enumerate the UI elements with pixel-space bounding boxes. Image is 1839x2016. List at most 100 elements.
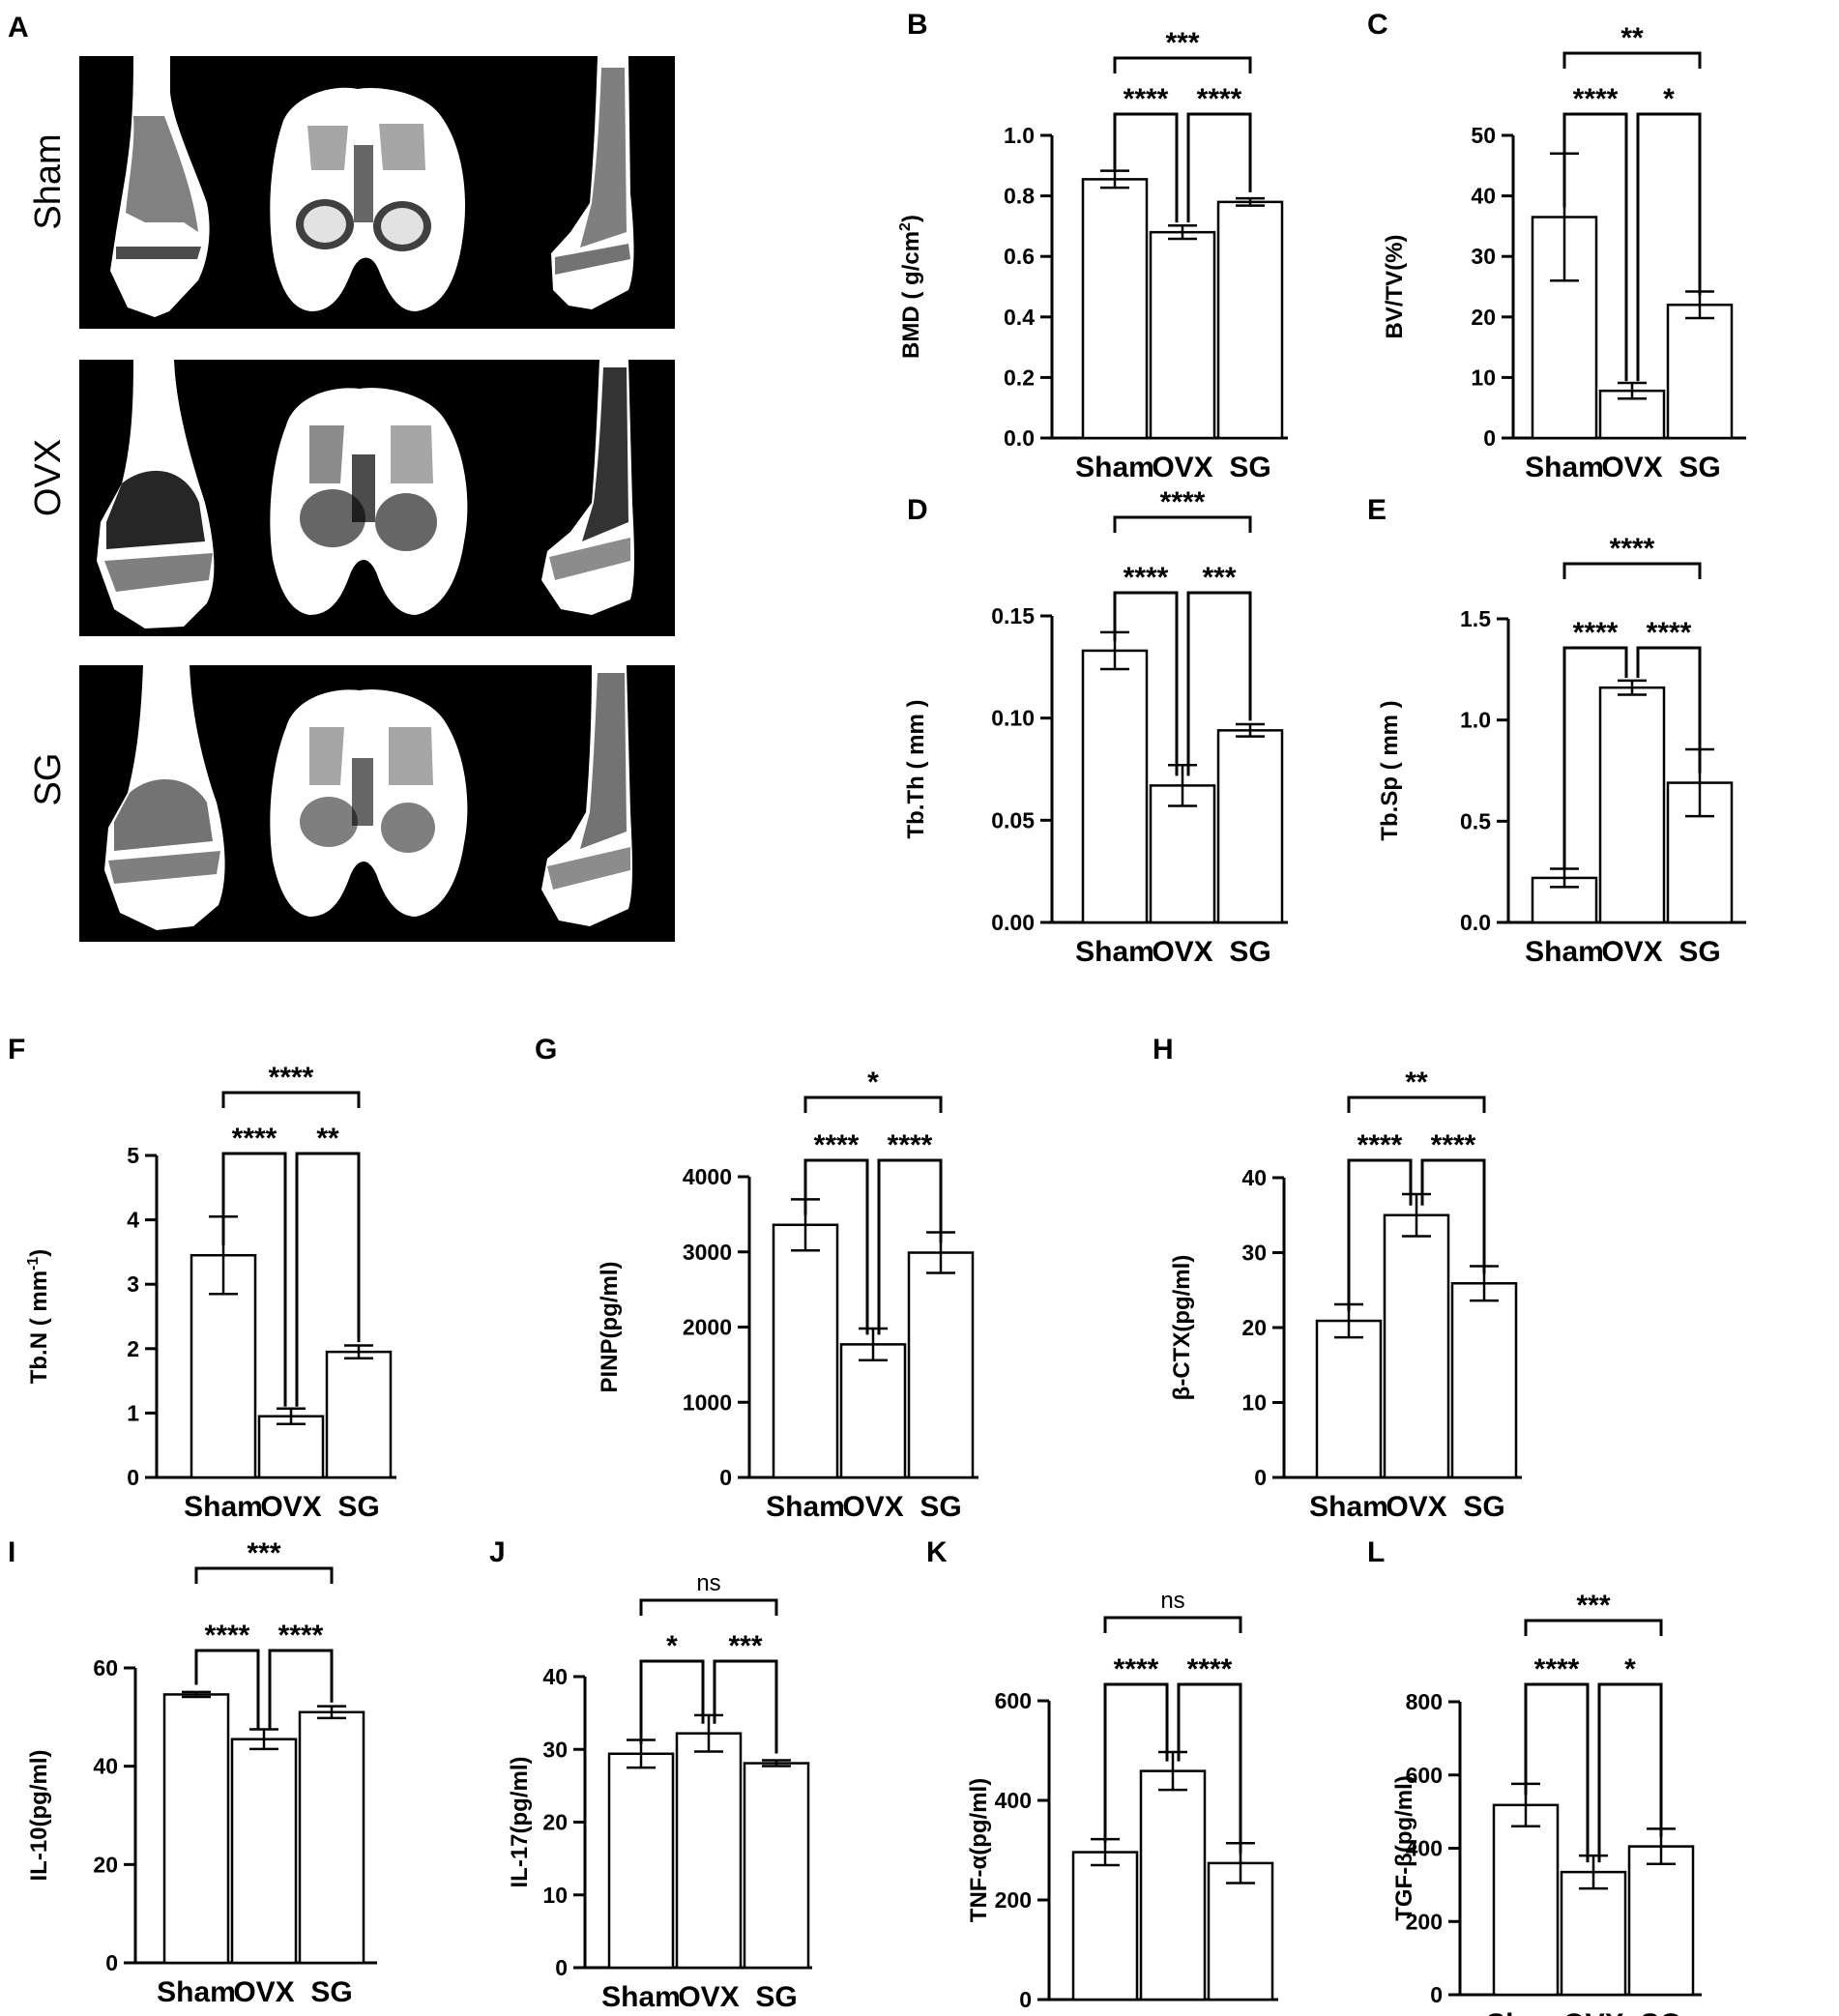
panel-j-y-tick-label: 30: [542, 1737, 568, 1762]
panel-i-sig-label: ***: [247, 1537, 280, 1569]
panel-j-y-tick-label: 10: [542, 1883, 568, 1908]
panel-d-sig-bracket: [1113, 591, 1179, 776]
panel-e-letter: E: [1367, 494, 1387, 526]
panel-h-bar-sham: [1315, 1319, 1383, 1479]
panel-d-bar-ovx: [1149, 784, 1216, 924]
panel-l-bar-sham: [1492, 1803, 1560, 1997]
micro-ct-row-sham: Sham: [28, 56, 675, 329]
panel-g-y-tick-label: 1000: [683, 1389, 732, 1415]
panel-k-y-tick-label: 600: [995, 1688, 1032, 1713]
panel-b-letter: B: [907, 9, 928, 41]
panel-k-category-label: Sham: [1065, 2013, 1145, 2016]
panel-h-sig-label: ****: [1357, 1129, 1403, 1161]
panel-k-y-label: TNF-α(pg/ml): [966, 1778, 992, 1922]
panel-d-sig-label: ****: [1160, 486, 1206, 518]
panel-d-category-label: Sham: [1075, 936, 1154, 968]
panel-h-y-tick-label: 20: [1241, 1315, 1267, 1340]
panel-k-y-tick-label: 400: [995, 1788, 1032, 1813]
panel-c-sig-bracket: [1636, 112, 1702, 382]
panel-i-bar-ovx: [230, 1738, 298, 1965]
panel-j-sig-label: ***: [728, 1630, 762, 1662]
panel-j-bar-sham: [607, 1752, 675, 1970]
panel-h-letter: H: [1153, 1034, 1174, 1066]
panel-l-category-label: OVX: [1562, 2008, 1623, 2016]
panel-b-sig-bracket: [1186, 112, 1252, 223]
panel-l-y-tick-label: 600: [1406, 1763, 1443, 1788]
panel-i-bar-sg: [298, 1710, 365, 1965]
panel-b-y-tick-label: 0.6: [1004, 244, 1035, 269]
panel-e-category-label: Sham: [1525, 936, 1604, 968]
panel-c-y-tick-label: 40: [1471, 184, 1496, 209]
micro-ct-panel: A Sham OVX: [8, 12, 675, 942]
panel-b-sig-bracket: [1113, 112, 1179, 223]
panel-h-sig-label: **: [1405, 1066, 1428, 1098]
panel-c-y-tick-label: 0: [1483, 425, 1496, 451]
panel-c-category-label: SG: [1678, 452, 1720, 483]
panel-d-y-tick-label: 0.05: [991, 807, 1035, 833]
panel-k-y-tick-label: 200: [995, 1887, 1032, 1913]
panel-b-y-tick-label: 0.8: [1004, 184, 1035, 209]
panel-e-bar-sham: [1531, 876, 1598, 924]
panel-j-y-tick-label: 40: [542, 1664, 568, 1689]
panel-d-y-tick-label: 0.15: [991, 603, 1035, 628]
panel-c-category-label: OVX: [1601, 452, 1662, 483]
panel-l-category-label: SG: [1640, 2008, 1681, 2016]
panel-d-bar-sg: [1216, 729, 1284, 924]
panel-k-bar-sham: [1071, 1851, 1139, 2001]
panel-j-y-tick-label: 0: [555, 1955, 568, 1980]
panel-l-y-label: TGF-β(pg/ml): [1391, 1775, 1417, 1921]
panel-j-category-label: Sham: [601, 1981, 681, 2013]
panel-j-sig-bracket: [639, 1598, 778, 1616]
panel-l-y-tick-label: 800: [1406, 1689, 1443, 1714]
panel-e-category-label: OVX: [1601, 936, 1662, 968]
panel-e-sig-bracket: [1636, 646, 1702, 774]
panel-letter-a: A: [8, 12, 29, 44]
panel-e-y-label: Tb.Sp ( mm ): [1377, 700, 1403, 840]
panel-i-y-tick-label: 40: [93, 1754, 118, 1779]
panel-h-sig-bracket: [1420, 1158, 1486, 1274]
panel-c-sig-label: *: [1663, 83, 1675, 115]
panel-f-letter: F: [8, 1034, 25, 1066]
panel-f-sig-label: **: [316, 1123, 339, 1154]
panel-l-sig-bracket: [1597, 1682, 1663, 1863]
panel-l-letter: L: [1367, 1536, 1385, 1568]
panel-j-category-label: SG: [755, 1981, 797, 2013]
panel-g-y-tick-label: 2000: [683, 1315, 732, 1340]
panel-e-y-tick-label: 1.0: [1460, 708, 1491, 733]
panel-j-category-label: OVX: [678, 1981, 739, 2013]
panel-g-y-tick-label: 0: [719, 1465, 732, 1490]
panel-e-sig-label: ****: [1573, 617, 1619, 649]
panel-g-category-label: SG: [920, 1491, 961, 1523]
panel-e-sig-bracket: [1562, 646, 1628, 868]
panel-e-bar-ovx: [1598, 686, 1666, 924]
panel-l-y-tick-label: 0: [1430, 1982, 1443, 2007]
panel-i-letter: I: [8, 1536, 15, 1568]
panel-c-sig-bracket: [1562, 51, 1702, 69]
row-label-ovx: OVX: [28, 439, 69, 516]
panel-e-y-tick-label: 1.5: [1460, 606, 1491, 631]
panel-c-y-tick-label: 50: [1471, 123, 1496, 148]
panel-c-sig-bracket: [1562, 112, 1628, 382]
panel-j-sig-bracket: [639, 1659, 705, 1744]
panel-b-y-tick-label: 0.0: [1004, 425, 1035, 451]
panel-h-sig-bracket: [1347, 1158, 1413, 1312]
panel-b-y-tick-label: 1.0: [1004, 123, 1035, 148]
panel-f-category-label: Sham: [184, 1491, 263, 1523]
panel-l-sig-label: *: [1624, 1653, 1636, 1685]
panel-f-y-tick-label: 4: [127, 1208, 139, 1233]
panel-h-bar-ovx: [1383, 1213, 1450, 1479]
panel-f-category-label: OVX: [260, 1491, 321, 1523]
panel-e-y-tick-label: 0.0: [1460, 910, 1491, 935]
panel-l-sig-bracket: [1524, 1619, 1663, 1636]
panel-i-sig-label: ****: [278, 1620, 324, 1651]
panel-b-sig-label: ***: [1165, 27, 1199, 59]
panel-e-sig-bracket: [1562, 562, 1702, 579]
panel-j-y-tick-label: 20: [542, 1810, 568, 1835]
panel-h-y-tick-label: 30: [1241, 1241, 1267, 1266]
panel-l-bar-sg: [1627, 1845, 1695, 1997]
